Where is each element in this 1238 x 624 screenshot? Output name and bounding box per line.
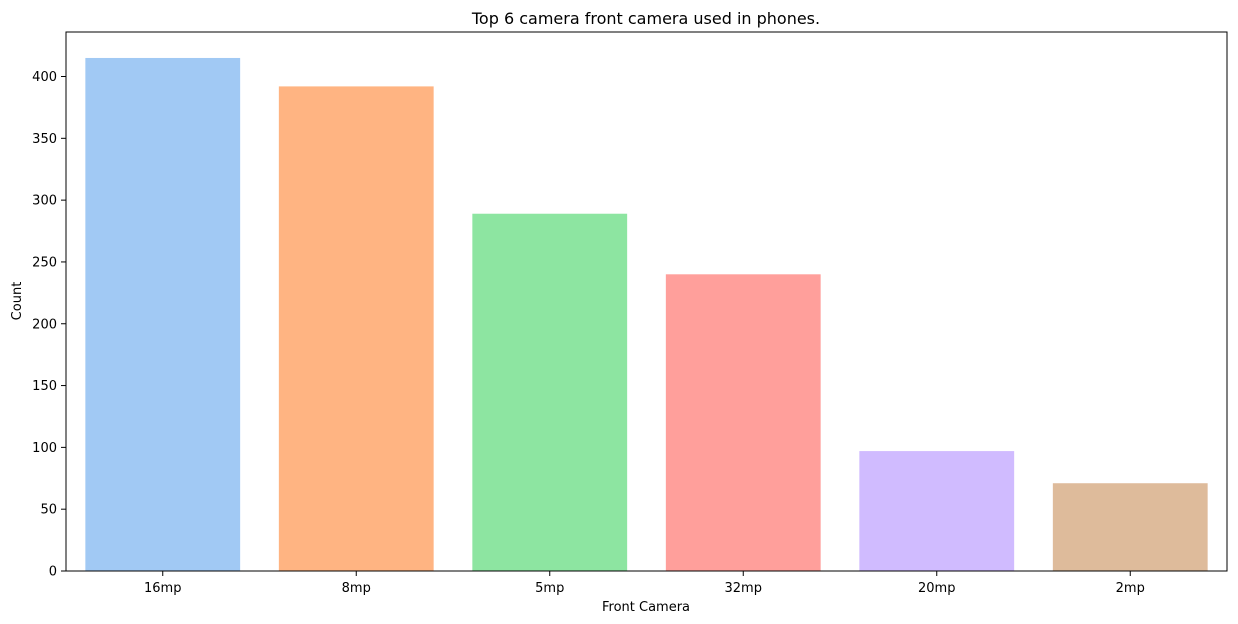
x-tick-label: 20mp (918, 581, 955, 596)
x-tick-label: 2mp (1116, 581, 1145, 596)
x-tick-label: 32mp (725, 581, 762, 596)
bar-2mp (1052, 483, 1208, 571)
y-axis-label: Count (10, 282, 25, 321)
chart-title: Top 6 camera front camera used in phones… (471, 9, 820, 28)
bar-8mp (278, 86, 434, 571)
bar-32mp (665, 274, 821, 571)
y-tick-label: 350 (32, 132, 57, 147)
bars-group (85, 57, 1208, 572)
y-tick-label: 100 (32, 441, 57, 456)
x-tick-label: 8mp (342, 581, 371, 596)
y-tick-label: 250 (32, 255, 57, 270)
y-tick-label: 50 (40, 503, 57, 518)
x-tick-label: 16mp (144, 581, 181, 596)
plot-frame (65, 31, 1228, 572)
bar-16mp (85, 57, 241, 572)
x-axis-label: Front Camera (602, 600, 690, 615)
x-tick-label: 5mp (535, 581, 564, 596)
y-tick-label: 0 (49, 565, 57, 580)
y-tick-label: 150 (32, 379, 57, 394)
y-tick-label: 300 (32, 194, 57, 209)
bar-20mp (859, 451, 1015, 571)
y-axis-ticks: 0 50 100 150 200 250 300 350 400 (32, 70, 66, 580)
x-axis-ticks: 16mp 8mp 5mp 32mp 20mp 2mp (144, 571, 1145, 596)
y-tick-label: 400 (32, 70, 57, 85)
bar-5mp (472, 213, 628, 572)
y-tick-label: 200 (32, 317, 57, 332)
